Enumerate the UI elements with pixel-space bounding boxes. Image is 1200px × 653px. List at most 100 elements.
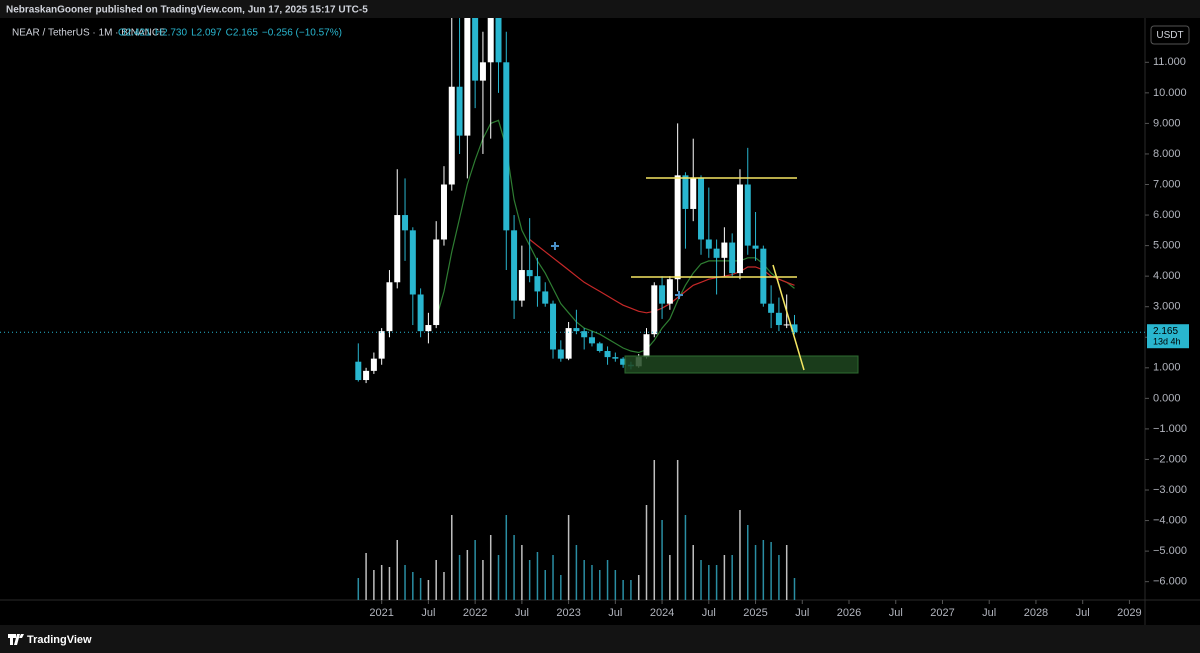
currency-button[interactable] [1150, 25, 1190, 45]
cross-marker [675, 291, 683, 299]
volume-bar [661, 520, 663, 600]
trend-line [772, 264, 805, 371]
volume-bar [497, 555, 500, 600]
volume-bar [575, 545, 578, 600]
volume-bar [552, 555, 554, 600]
y-tick-label: −5.000 [1153, 545, 1187, 557]
x-tick-label: Jul [608, 607, 622, 619]
candle-body [534, 276, 541, 292]
volume-bar [365, 553, 367, 600]
candle-body [674, 175, 681, 280]
volume-bar [762, 540, 765, 600]
candle-body [355, 361, 362, 381]
volume-bar [622, 580, 624, 600]
volume-bar [630, 580, 632, 600]
support-zone [624, 355, 859, 374]
volume-bar [770, 542, 772, 600]
candle-body [565, 328, 572, 359]
volume-bar [747, 525, 749, 600]
volume-bar [388, 567, 391, 600]
volume-bar [419, 578, 422, 600]
candle-body [721, 242, 728, 258]
volume-bar [489, 535, 492, 600]
ohlc-label: L2.097 [191, 28, 222, 39]
price-tag-value: 2.165 [1153, 326, 1178, 337]
y-tick-label: 0.000 [1153, 392, 1181, 404]
currency[interactable]: USDT [1156, 30, 1183, 41]
candle-body [729, 242, 736, 274]
volume-bar [591, 565, 593, 600]
ohlc-label: H2.730 [155, 28, 188, 39]
volume-bar [754, 545, 757, 600]
header-bar [0, 0, 1200, 18]
x-tick-label: 2022 [463, 607, 487, 619]
volume-bar [528, 560, 531, 600]
candle-body [744, 184, 751, 246]
volume-bar [373, 570, 375, 600]
volume-bar [731, 555, 733, 600]
y-tick-label: 9.000 [1153, 117, 1181, 129]
price-tag [1147, 324, 1189, 349]
volume-bar [700, 560, 702, 600]
volume-bar [396, 540, 398, 600]
y-tick-label: 1.000 [1153, 362, 1181, 374]
x-tick-label: 2025 [743, 607, 767, 619]
volume-bar [451, 515, 453, 600]
change-label: −0.256 (−10.57%) [262, 28, 342, 39]
volume-bar [435, 560, 437, 600]
y-tick-label: 11.000 [1153, 56, 1186, 68]
volume-bar [404, 565, 406, 600]
volume-bar [536, 552, 539, 600]
candle-body [752, 245, 759, 249]
x-tick-label: Jul [795, 607, 809, 619]
candle-body [612, 357, 619, 359]
candle-body [503, 62, 510, 231]
candle-body [479, 62, 486, 81]
x-tick-label: Jul [702, 607, 716, 619]
volume-bar [739, 510, 741, 600]
ohlc-label: C2.165 [226, 28, 259, 39]
ohlc-label: O2.421 [118, 28, 151, 39]
volume-bar [458, 555, 461, 600]
volume-bar [723, 555, 726, 600]
logo [8, 634, 24, 645]
candle-body [550, 303, 557, 350]
volume-bar [474, 540, 476, 600]
candle-body [713, 248, 720, 258]
candle-body [698, 178, 705, 240]
x-tick-label: 2028 [1024, 607, 1048, 619]
candle-body [666, 279, 673, 304]
candle-body [581, 331, 588, 338]
x-tick-label: Jul [889, 607, 903, 619]
header: NebraskanGooner published on TradingView… [6, 5, 368, 16]
candle-body [511, 230, 518, 301]
y-tick-label: 7.000 [1153, 178, 1181, 190]
candle-body [464, 18, 471, 136]
x-tick-label: 2021 [369, 607, 393, 619]
y-tick-label: −3.000 [1153, 484, 1187, 496]
drawings [551, 177, 859, 374]
candle-body [433, 239, 440, 326]
volume-bar [380, 565, 383, 600]
candle-body [791, 324, 798, 333]
candle-body [518, 270, 525, 301]
volume-bar [412, 572, 414, 600]
volume-bar [669, 555, 671, 600]
volume-bar [583, 560, 585, 600]
y-tick-label: 5.000 [1153, 240, 1181, 252]
x-tick-label: 2027 [930, 607, 954, 619]
ohlc-legend: O2.421 H2.730 L2.097 C2.165 −0.256 (−10.57%) [118, 28, 342, 39]
candle-body [651, 285, 658, 335]
x-tick-label: Jul [421, 607, 435, 619]
volume-bar [645, 505, 648, 600]
x-tick-label: 2024 [650, 607, 674, 619]
volume-bar [482, 560, 484, 600]
footer-bar [0, 625, 1200, 653]
candle-body [690, 178, 697, 209]
volume-bar [637, 575, 640, 600]
candle-body [760, 248, 767, 304]
volume-bar [785, 545, 788, 600]
